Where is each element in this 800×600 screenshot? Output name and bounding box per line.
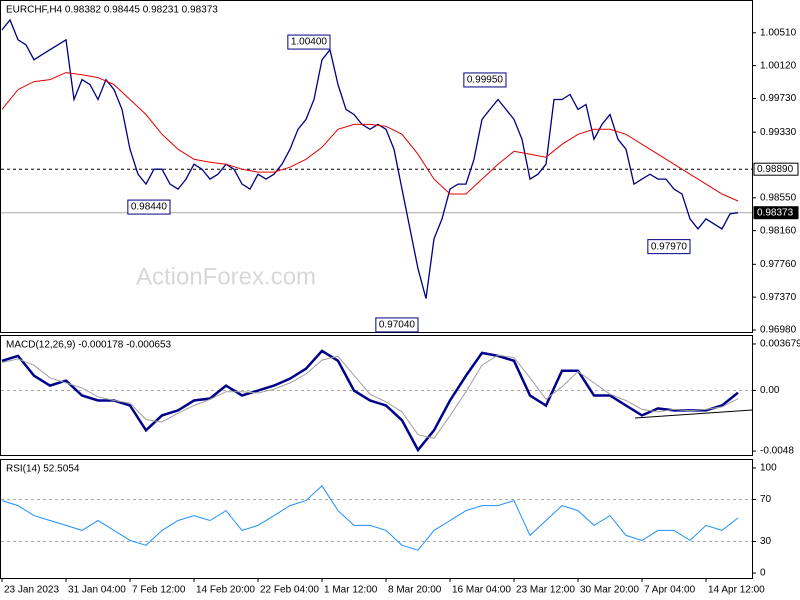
price-annotation: 1.00400 xyxy=(291,37,328,48)
x-tick-label: 7 Apr 04:00 xyxy=(644,585,696,596)
level-label-box xyxy=(753,206,799,220)
x-tick-label: 22 Feb 04:00 xyxy=(260,585,319,596)
panel-title: RSI(14) 52.5054 xyxy=(6,464,80,475)
moving-average xyxy=(1,72,739,202)
price-annotation-box xyxy=(375,317,419,333)
y-tick-label: 0.97370 xyxy=(760,292,797,303)
y-tick-label: 100 xyxy=(760,463,777,474)
price-annotation: 0.97040 xyxy=(379,320,416,331)
price-annotation-box xyxy=(463,72,507,88)
macd-trendline xyxy=(634,409,753,419)
rsi-line xyxy=(1,485,739,551)
price-annotation-box xyxy=(127,199,171,215)
y-tick-label: 0.98550 xyxy=(760,192,797,203)
level-label-box xyxy=(753,162,799,176)
level-label: 0.98890 xyxy=(757,164,794,175)
y-tick-label: 0.98160 xyxy=(760,225,797,236)
y-tick-label: 30 xyxy=(760,536,772,547)
y-tick-label: 0.00 xyxy=(760,385,780,396)
y-tick-label: 1.00120 xyxy=(760,60,797,71)
x-tick-label: 14 Apr 12:00 xyxy=(708,585,765,596)
y-tick-label: -0.0048 xyxy=(760,446,794,457)
x-tick-label: 8 Mar 20:00 xyxy=(388,585,442,596)
price-annotation-box xyxy=(647,239,691,255)
x-tick-label: 30 Mar 20:00 xyxy=(580,585,639,596)
panel-title: EURCHF,H4 0.98382 0.98445 0.98231 0.9837… xyxy=(6,5,218,16)
price-annotation: 0.98440 xyxy=(131,202,168,213)
price-annotation-box xyxy=(287,34,331,50)
price-annotation: 0.99950 xyxy=(467,75,504,86)
y-tick-label: 0.96980 xyxy=(760,325,797,336)
level-label: 0.98373 xyxy=(757,207,794,218)
price-panel xyxy=(0,0,753,333)
x-tick-label: 14 Feb 20:00 xyxy=(196,585,255,596)
watermark: ActionForex.com xyxy=(136,263,316,290)
rsi-panel xyxy=(0,459,753,579)
panel-title: MACD(12,26,9) -0.000178 -0.000653 xyxy=(6,340,172,351)
x-tick-label: 23 Mar 12:00 xyxy=(516,585,575,596)
y-tick-label: 0.003679 xyxy=(760,339,800,350)
macd-line xyxy=(1,349,739,453)
y-tick-label: 70 xyxy=(760,494,772,505)
x-tick-label: 16 Mar 04:00 xyxy=(452,585,511,596)
price-annotation: 0.97970 xyxy=(651,241,688,252)
signal-line xyxy=(1,354,739,439)
y-tick-label: 0 xyxy=(760,568,766,579)
y-tick-label: 0.99730 xyxy=(760,93,797,104)
x-tick-label: 1 Mar 12:00 xyxy=(324,585,378,596)
x-tick-label: 7 Feb 12:00 xyxy=(132,585,186,596)
y-tick-label: 1.00510 xyxy=(760,27,797,38)
x-tick-label: 31 Jan 04:00 xyxy=(68,585,126,596)
y-tick-label: 0.97760 xyxy=(760,259,797,270)
y-tick-label: 0.99330 xyxy=(760,127,797,138)
macd-panel xyxy=(0,335,753,456)
x-tick-label: 23 Jan 2023 xyxy=(4,585,59,596)
